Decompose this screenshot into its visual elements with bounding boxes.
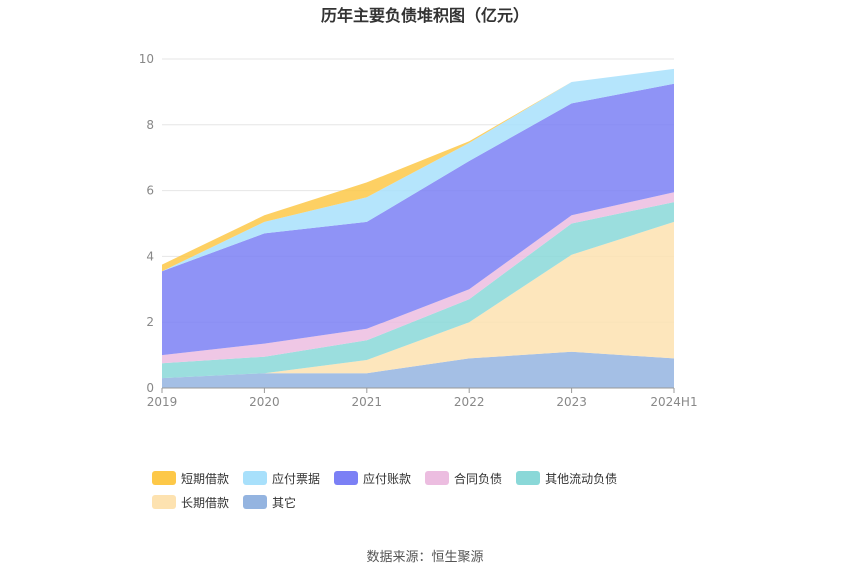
legend-label: 应付账款 — [363, 471, 412, 486]
legend-label: 长期借款 — [181, 495, 230, 510]
legend-swatch — [334, 471, 359, 485]
chart-title: 历年主要负债堆积图（亿元） — [320, 6, 529, 25]
stacked-area-chart: 0 2 4 6 8 10 2019 2020 2021 2022 2023 2024H1 — [139, 52, 698, 409]
x-tick-label: 2022 — [454, 395, 485, 409]
legend-item[interactable]: 长期借款 — [152, 494, 229, 510]
legend-swatch — [243, 495, 268, 509]
y-tick-label: 10 — [139, 52, 154, 66]
area-其他流动负债 — [162, 202, 674, 379]
legend-swatch — [152, 471, 176, 485]
area-其它 — [162, 351, 674, 388]
legend-item[interactable]: 短期借款 — [152, 470, 229, 486]
legend-item[interactable]: 应付票据 — [243, 470, 320, 486]
x-tick-label: 2019 — [147, 395, 178, 409]
legend-label: 其它 — [272, 495, 297, 510]
y-tick-label: 6 — [146, 184, 154, 198]
axes: 0 2 4 6 8 10 2019 2020 2021 2022 2023 2024H1 — [139, 52, 698, 409]
y-tick-label: 2 — [146, 315, 154, 329]
y-tick-label: 8 — [146, 118, 154, 132]
legend-item[interactable]: 其他流动负债 — [516, 470, 617, 486]
area-series — [162, 68, 674, 388]
legend: 短期借款 应付票据 应付账款 合同负债 其他流动负债长期借款 其它 — [152, 470, 712, 518]
legend-swatch — [243, 471, 268, 485]
legend-swatch — [516, 471, 541, 485]
x-tick-label: 2021 — [352, 395, 383, 409]
legend-item[interactable]: 合同负债 — [425, 470, 502, 486]
legend-label: 应付票据 — [272, 471, 321, 486]
data-source-note: 数据来源：恒生聚源 — [366, 550, 484, 565]
legend-item[interactable]: 应付账款 — [334, 470, 411, 486]
area-合同负债 — [162, 192, 674, 364]
area-长期借款 — [162, 221, 674, 379]
legend-item[interactable]: 其它 — [243, 494, 296, 510]
legend-swatch — [425, 471, 450, 485]
legend-label: 其他流动负债 — [545, 471, 618, 486]
area-应付票据 — [162, 68, 674, 272]
y-tick-label: 0 — [146, 381, 154, 395]
legend-label: 合同负债 — [454, 471, 503, 486]
y-tick-label: 4 — [146, 249, 154, 263]
x-tick-label: 2020 — [249, 395, 280, 409]
area-应付账款 — [162, 83, 674, 356]
x-tick-label: 2023 — [556, 395, 587, 409]
x-tick-label: 2024H1 — [650, 395, 697, 409]
legend-label: 短期借款 — [181, 471, 230, 486]
legend-swatch — [152, 495, 176, 509]
